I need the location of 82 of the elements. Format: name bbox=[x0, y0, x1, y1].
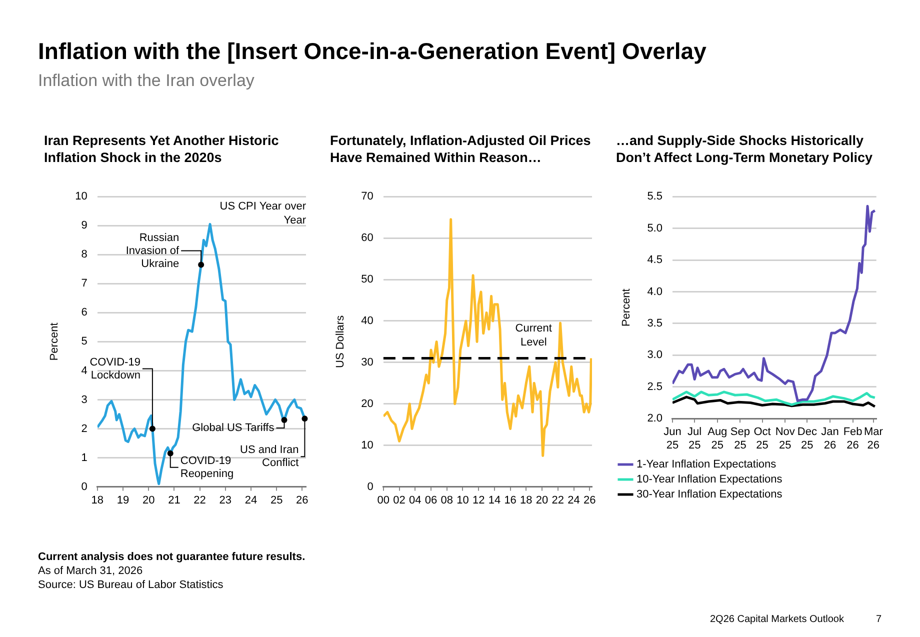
x-tick-label: Dec 25 bbox=[797, 426, 818, 452]
text: Current analysis does not guarantee future results. bbox=[38, 550, 306, 564]
x-tick-label: 18 bbox=[520, 494, 532, 506]
x-tick-label: 06 bbox=[424, 494, 438, 506]
y-tick-label: 2.0 bbox=[647, 412, 662, 425]
x-tick-label: 18 bbox=[91, 494, 104, 506]
legend-label: 30-Year Inflation Expectations bbox=[636, 488, 783, 501]
y-tick-label: 3 bbox=[81, 394, 88, 406]
x-tick-label: 24 bbox=[568, 494, 580, 506]
y-tick-label: 20 bbox=[361, 398, 374, 410]
x-tick-label: Jan 26 bbox=[821, 426, 839, 452]
annotation: Russian Invasion of Ukraine bbox=[126, 232, 180, 270]
y-tick-label: 9 bbox=[81, 220, 88, 232]
y-tick-label: 4 bbox=[81, 364, 88, 377]
source-note: Source: US Bureau of Labor Statistics bbox=[38, 578, 224, 592]
x-tick-label: 20 bbox=[536, 494, 548, 506]
chart-title: Fortunately, Inflation-Adjusted Oil Prices Have Remained Within Reason… bbox=[330, 132, 592, 167]
y-tick-label: 1 bbox=[81, 452, 88, 464]
y-tick-label: 8 bbox=[81, 248, 88, 261]
y-tick-label: 60 bbox=[361, 232, 374, 244]
x-tick-label: 25 bbox=[270, 494, 283, 506]
x-tick-label: Mar 26 bbox=[864, 426, 884, 452]
annotation: Global US Tariffs bbox=[192, 422, 275, 434]
text: 7 bbox=[876, 614, 882, 625]
x-tick-label: 24 bbox=[244, 494, 258, 506]
x-tick-label: Oct 25 bbox=[754, 426, 771, 452]
x-tick-label: Sep 25 bbox=[730, 426, 750, 452]
y-tick-label: 30 bbox=[361, 356, 374, 368]
annotation: COVID-19 Lockdown bbox=[90, 356, 140, 382]
y-tick-label: 5.5 bbox=[647, 190, 662, 203]
y-tick-label: 7 bbox=[81, 278, 88, 290]
x-tick-label: 16 bbox=[504, 494, 516, 506]
x-tick-label: 22 bbox=[194, 494, 206, 506]
y-tick-label: 6 bbox=[81, 306, 88, 319]
x-tick-label: Jun 25 bbox=[664, 426, 682, 452]
legend-label: 1-Year Inflation Expectations bbox=[636, 458, 777, 471]
x-tick-label: 14 bbox=[488, 494, 501, 506]
text: Inflation with the Iran overlay bbox=[38, 71, 256, 91]
x-tick-label: 20 bbox=[142, 494, 155, 506]
y-tick-label: 3.0 bbox=[647, 349, 662, 362]
x-tick-label: Aug 25 bbox=[708, 426, 728, 452]
y-tick-label: 50 bbox=[361, 274, 374, 286]
text: Inflation with the [Insert Once-in-a-Generation Event] Overlay bbox=[38, 38, 708, 65]
x-tick-label: 04 bbox=[409, 494, 422, 506]
y-axis-title: Percent bbox=[620, 288, 633, 327]
y-tick-label: 2 bbox=[81, 422, 88, 435]
y-tick-label: 10 bbox=[75, 190, 88, 203]
y-tick-label: 70 bbox=[361, 190, 374, 203]
x-tick-label: 22 bbox=[552, 494, 564, 506]
x-tick-label: 10 bbox=[456, 494, 469, 506]
x-tick-label: 26 bbox=[296, 494, 308, 506]
x-tick-label: 21 bbox=[168, 494, 180, 506]
x-tick-label: 00 bbox=[377, 494, 390, 506]
ref-line-label: Current Level bbox=[515, 322, 552, 348]
y-tick-label: 5 bbox=[81, 336, 88, 348]
y-tick-label: 0 bbox=[81, 480, 88, 493]
x-tick-label: Jul 25 bbox=[688, 426, 702, 452]
legend-label: 10-Year Inflation Expectations bbox=[636, 474, 783, 486]
y-tick-label: 3.5 bbox=[647, 317, 662, 330]
x-tick-label: 12 bbox=[472, 494, 485, 506]
y-tick-label: 4.5 bbox=[647, 254, 662, 266]
chart-title: …and Supply-Side Shocks Historically Don’t Affect Long-Term Monetary Policy bbox=[616, 132, 874, 167]
x-tick-label: 19 bbox=[116, 494, 130, 506]
x-tick-label: 02 bbox=[393, 494, 406, 506]
annotation: US and Iran Conflict bbox=[240, 444, 299, 470]
x-tick-label: Nov 25 bbox=[775, 426, 796, 452]
series-label: US CPI Year over Year bbox=[220, 200, 306, 227]
x-tick-label: 26 bbox=[583, 494, 596, 506]
y-tick-label: 40 bbox=[361, 315, 374, 328]
x-tick-label: Feb 26 bbox=[843, 426, 862, 452]
y-axis-title: US Dollars bbox=[334, 314, 347, 368]
text: As of March 31, 2026 bbox=[38, 564, 144, 578]
y-tick-label: 2.5 bbox=[647, 380, 662, 393]
x-tick-label: 23 bbox=[219, 494, 232, 506]
chart-title: Iran Represents Yet Another Historic Inflation Shock in the 2020s bbox=[44, 132, 280, 167]
y-tick-label: 4.0 bbox=[647, 286, 662, 298]
y-tick-label: 0 bbox=[367, 480, 374, 493]
y-tick-label: 5.0 bbox=[647, 222, 662, 234]
annotation: COVID-19 Reopening bbox=[180, 454, 234, 480]
x-tick-label: 08 bbox=[440, 494, 453, 506]
y-axis-title: Percent bbox=[48, 322, 61, 361]
text: 2Q26 Capital Markets Outlook bbox=[710, 614, 844, 625]
